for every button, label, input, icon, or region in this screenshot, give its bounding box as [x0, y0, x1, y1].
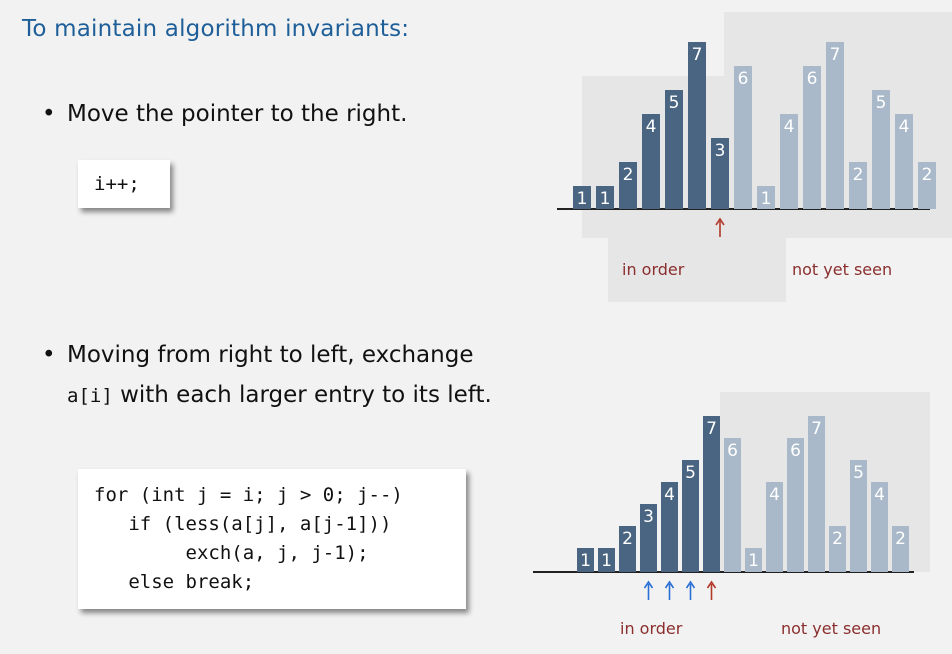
pointer-arrow — [706, 580, 717, 600]
bar — [596, 186, 614, 209]
label-in-order: in order — [620, 619, 683, 638]
bar — [688, 42, 706, 209]
bar-value-label: 1 — [601, 551, 612, 571]
code-increment: i++; — [94, 173, 140, 195]
bar-value-label: 1 — [577, 189, 588, 209]
bar — [871, 482, 888, 572]
bar-value-label: 1 — [580, 551, 591, 571]
pointer-arrow — [715, 217, 725, 237]
bar — [895, 114, 913, 209]
bar — [872, 90, 890, 209]
bar — [682, 460, 699, 572]
label-in-order: in order — [622, 260, 685, 279]
bar-value-label: 2 — [922, 165, 933, 185]
bar-value-label: 1 — [748, 551, 759, 571]
bar-value-label: 7 — [692, 45, 703, 65]
pointer-arrow — [685, 580, 696, 600]
code-line: if (less(a[j], a[j-1])) — [94, 513, 392, 535]
bar — [803, 66, 821, 209]
bar — [703, 416, 720, 572]
bar-value-label: 4 — [784, 117, 795, 137]
bullet-dot: • — [42, 342, 56, 368]
bar — [918, 162, 936, 209]
code-line: for (int j = i; j > 0; j--) — [94, 484, 403, 506]
bar-value-label: 7 — [706, 419, 717, 439]
bar — [619, 162, 637, 209]
bar-value-label: 5 — [685, 463, 696, 483]
label-not-yet-seen: not yet seen — [792, 260, 892, 279]
bar — [849, 162, 867, 209]
bar-value-label: 2 — [853, 165, 864, 185]
bar — [598, 548, 615, 572]
label-not-yet-seen: not yet seen — [781, 619, 881, 638]
bar-value-label: 5 — [853, 463, 864, 483]
bar-value-label: 4 — [664, 485, 675, 505]
bar — [573, 186, 591, 209]
bar-value-label: 1 — [600, 189, 611, 209]
bullet-text-line1: Moving from right to left, exchange — [67, 342, 474, 368]
bar — [640, 504, 657, 572]
bar-value-label: 6 — [738, 69, 749, 89]
bar-value-label: 2 — [895, 529, 906, 549]
bar — [829, 526, 846, 572]
bar-value-label: 6 — [807, 69, 818, 89]
heading: To maintain algorithm invariants: — [22, 16, 410, 42]
bar-value-label: 3 — [715, 141, 726, 161]
bar — [577, 548, 594, 572]
bullet-text: Move the pointer to the right. — [67, 101, 408, 127]
bar — [619, 526, 636, 572]
code-line: else break; — [94, 571, 255, 593]
bar — [766, 482, 783, 572]
bar-value-label: 4 — [769, 485, 780, 505]
bar-value-label: 7 — [830, 45, 841, 65]
bar-value-label: 3 — [643, 507, 654, 527]
bar — [661, 482, 678, 572]
bar — [711, 138, 729, 209]
bar — [665, 90, 683, 209]
bar — [724, 438, 741, 572]
code-box-increment: i++; — [78, 160, 170, 208]
bar-value-label: 7 — [811, 419, 822, 439]
bar-value-label: 2 — [623, 165, 634, 185]
pointer-arrow — [664, 580, 675, 600]
code-inline-ai: a[i] — [67, 385, 113, 407]
bar-value-label: 5 — [876, 93, 887, 113]
bar-value-label: 4 — [899, 117, 910, 137]
bar — [826, 42, 844, 209]
bar-value-label: 2 — [622, 529, 633, 549]
bar-value-label: 4 — [646, 117, 657, 137]
code-line: exch(a, j, j-1); — [94, 542, 369, 564]
bullet-dot: • — [42, 101, 56, 127]
code-loop: for (int j = i; j > 0; j--) if (less(a[j… — [78, 469, 466, 597]
bar — [850, 460, 867, 572]
bar — [745, 548, 762, 572]
pointer-arrow — [643, 580, 654, 600]
bar — [787, 438, 804, 572]
bar-value-label: 4 — [874, 485, 885, 505]
bar-value-label: 6 — [790, 441, 801, 461]
bar-value-label: 2 — [832, 529, 843, 549]
bullet-text-line2: with each larger entry to its left. — [112, 382, 492, 408]
bar — [892, 526, 909, 572]
bar — [734, 66, 752, 209]
bar-value-label: 1 — [761, 189, 772, 209]
bar — [757, 186, 775, 209]
bar-value-label: 6 — [727, 441, 738, 461]
bar — [780, 114, 798, 209]
bar-value-label: 5 — [669, 93, 680, 113]
bar — [642, 114, 660, 209]
code-box-exchange-loop: for (int j = i; j > 0; j--) if (less(a[j… — [78, 469, 466, 609]
bar — [808, 416, 825, 572]
